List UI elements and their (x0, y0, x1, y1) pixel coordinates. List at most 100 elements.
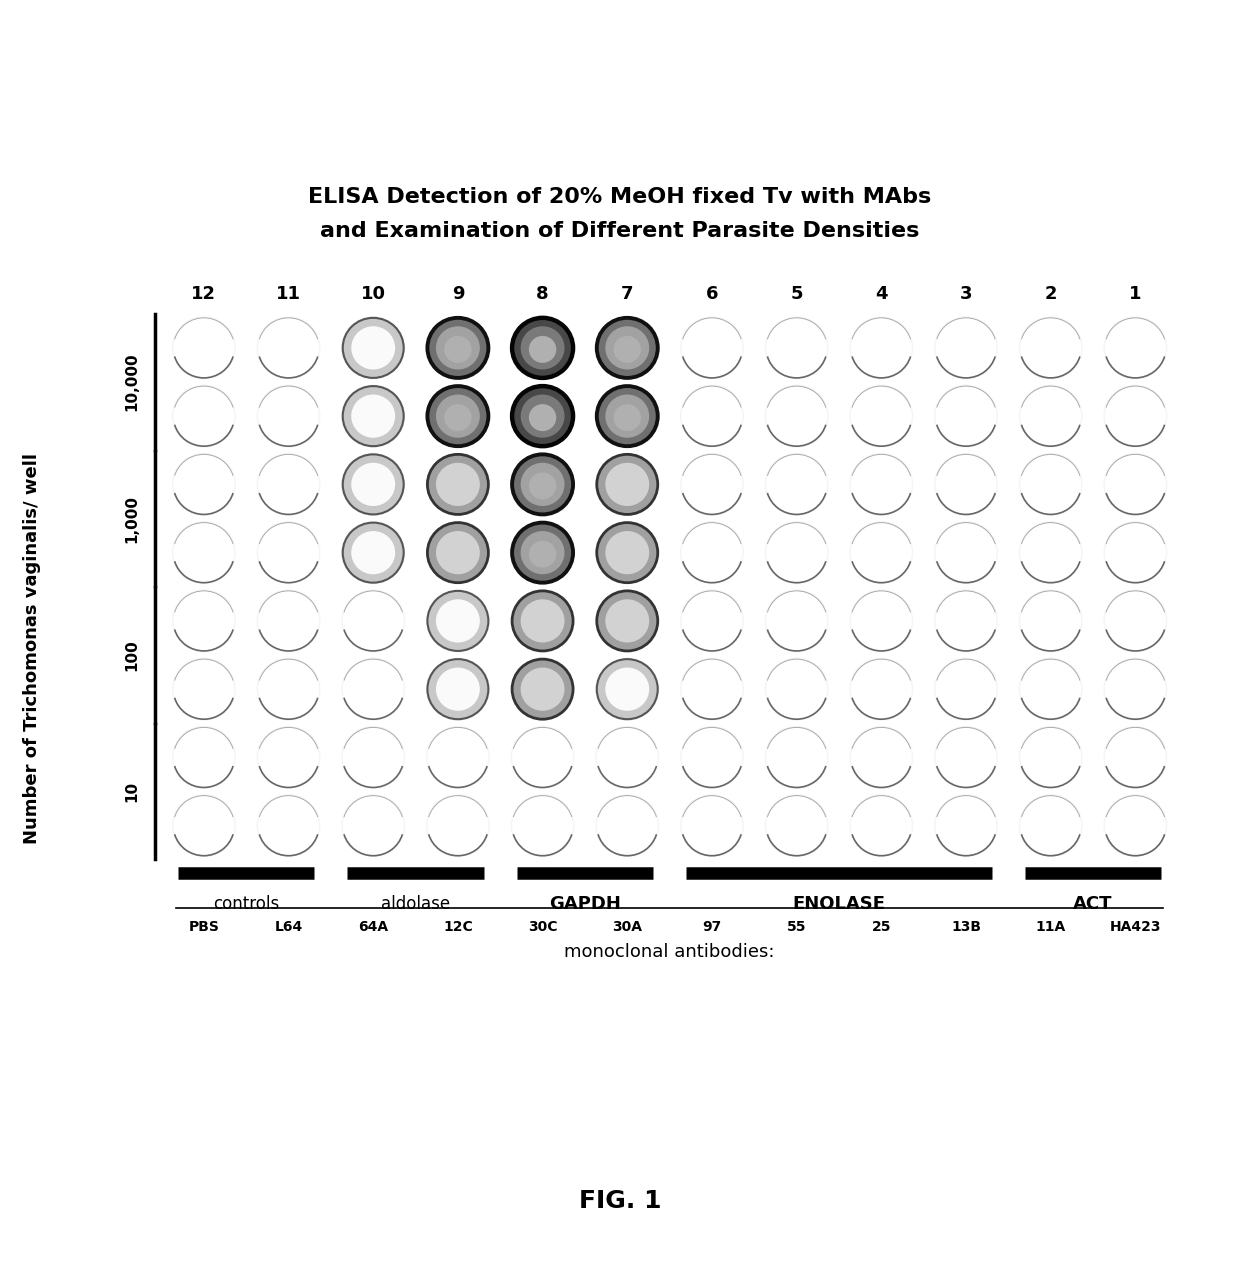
Ellipse shape (596, 591, 657, 651)
Ellipse shape (682, 454, 743, 515)
Ellipse shape (172, 794, 236, 857)
Ellipse shape (1019, 657, 1083, 721)
Ellipse shape (849, 316, 914, 380)
Ellipse shape (605, 600, 650, 643)
Ellipse shape (512, 796, 573, 855)
Ellipse shape (595, 521, 660, 585)
Text: 25: 25 (872, 920, 892, 934)
Ellipse shape (436, 600, 480, 643)
Ellipse shape (605, 667, 650, 710)
Ellipse shape (341, 590, 405, 652)
Text: 7: 7 (621, 285, 634, 302)
Ellipse shape (766, 727, 827, 788)
Text: 5: 5 (790, 285, 802, 302)
Ellipse shape (680, 316, 744, 380)
Text: 9: 9 (451, 285, 464, 302)
Ellipse shape (851, 727, 911, 788)
Ellipse shape (425, 657, 490, 721)
Ellipse shape (425, 316, 490, 380)
Text: 6: 6 (706, 285, 718, 302)
Ellipse shape (935, 522, 997, 582)
Text: 1: 1 (1130, 285, 1142, 302)
Ellipse shape (849, 385, 914, 447)
Ellipse shape (851, 591, 911, 651)
Ellipse shape (1021, 796, 1081, 855)
Ellipse shape (1105, 660, 1166, 719)
Ellipse shape (257, 521, 320, 585)
Ellipse shape (172, 726, 236, 789)
Text: PBS: PBS (188, 920, 219, 934)
Ellipse shape (425, 726, 490, 789)
Ellipse shape (849, 590, 914, 652)
Ellipse shape (174, 591, 234, 651)
Ellipse shape (849, 452, 914, 516)
Ellipse shape (765, 657, 828, 721)
Ellipse shape (257, 794, 320, 857)
Ellipse shape (1104, 590, 1167, 652)
Ellipse shape (174, 727, 234, 788)
Text: 13B: 13B (951, 920, 981, 934)
Ellipse shape (935, 591, 997, 651)
Ellipse shape (1104, 794, 1167, 857)
Ellipse shape (614, 404, 641, 431)
Ellipse shape (428, 522, 489, 582)
Ellipse shape (521, 600, 564, 643)
Ellipse shape (1104, 385, 1167, 447)
Ellipse shape (436, 327, 480, 370)
Ellipse shape (935, 318, 997, 377)
Ellipse shape (342, 454, 404, 515)
Ellipse shape (511, 726, 574, 789)
Ellipse shape (1021, 386, 1081, 446)
Ellipse shape (849, 726, 914, 789)
Ellipse shape (1105, 796, 1166, 855)
Ellipse shape (1104, 726, 1167, 789)
Ellipse shape (765, 521, 828, 585)
Ellipse shape (934, 385, 998, 447)
Ellipse shape (682, 727, 743, 788)
Text: FIG. 1: FIG. 1 (579, 1190, 661, 1213)
Ellipse shape (934, 452, 998, 516)
Ellipse shape (341, 657, 405, 721)
Ellipse shape (605, 463, 650, 506)
Ellipse shape (935, 386, 997, 446)
Text: ELISA Detection of 20% MeOH fixed Tv with MAbs: ELISA Detection of 20% MeOH fixed Tv wit… (309, 187, 931, 207)
Ellipse shape (595, 385, 660, 447)
Ellipse shape (1019, 590, 1083, 652)
Ellipse shape (680, 726, 744, 789)
Ellipse shape (1105, 522, 1166, 582)
Text: 4: 4 (875, 285, 888, 302)
Ellipse shape (341, 316, 405, 380)
Ellipse shape (766, 796, 827, 855)
Ellipse shape (1105, 591, 1166, 651)
Text: 55: 55 (787, 920, 806, 934)
Ellipse shape (595, 316, 660, 380)
Ellipse shape (596, 454, 657, 515)
Ellipse shape (257, 657, 320, 721)
Ellipse shape (172, 385, 236, 447)
Ellipse shape (595, 657, 660, 721)
Ellipse shape (425, 385, 490, 447)
Ellipse shape (511, 452, 574, 516)
Ellipse shape (595, 590, 660, 652)
Ellipse shape (351, 394, 396, 437)
Ellipse shape (605, 394, 650, 437)
Ellipse shape (851, 454, 911, 515)
Ellipse shape (1019, 316, 1083, 380)
Ellipse shape (849, 521, 914, 585)
Text: HA423: HA423 (1110, 920, 1161, 934)
Ellipse shape (528, 336, 557, 364)
Ellipse shape (851, 796, 911, 855)
Ellipse shape (342, 386, 404, 446)
Ellipse shape (1021, 318, 1081, 377)
Ellipse shape (511, 316, 574, 380)
Ellipse shape (934, 316, 998, 380)
Ellipse shape (342, 591, 404, 651)
Text: 12: 12 (191, 285, 216, 302)
Ellipse shape (1019, 452, 1083, 516)
Ellipse shape (1021, 522, 1081, 582)
Ellipse shape (174, 386, 234, 446)
Ellipse shape (934, 726, 998, 789)
Ellipse shape (596, 796, 657, 855)
Ellipse shape (521, 531, 564, 574)
Ellipse shape (849, 657, 914, 721)
